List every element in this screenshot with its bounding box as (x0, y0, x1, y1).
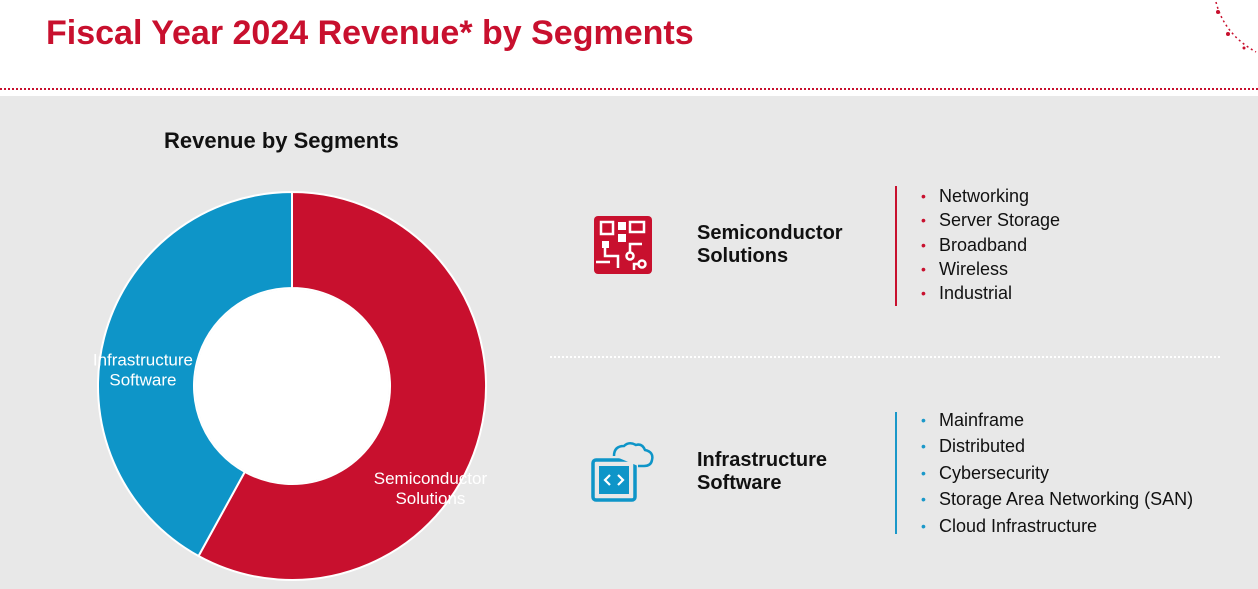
segment-name: Infrastructure Software (697, 449, 827, 495)
list-item: Wireless (919, 257, 1060, 282)
list-item: Mainframe (919, 407, 1193, 434)
donut-slice-semiconductor-solutions (197, 190, 487, 581)
segment-name: Semiconductor Solutions (697, 222, 843, 268)
list-item: Industrial (919, 281, 1060, 306)
list-item: Cloud Infrastructure (919, 513, 1193, 540)
corner-decoration (1215, 1, 1257, 53)
list-item: Distributed (919, 433, 1193, 460)
list-item: Broadband (919, 233, 1060, 258)
segment-name-line: Solutions (697, 245, 789, 267)
segment-item-list: Mainframe Distributed Cybersecurity Stor… (919, 407, 1193, 539)
page-title: Fiscal Year 2024 Revenue* by Segments (46, 14, 694, 52)
donut-label: Semiconductor Solutions (374, 469, 488, 508)
circuit-board-icon (594, 216, 652, 274)
segment-separator (550, 356, 1220, 358)
list-item: Cybersecurity (919, 460, 1193, 487)
donut-hole (195, 289, 389, 483)
donut-label: Infrastructure Software (93, 350, 193, 389)
list-item: Server Storage (919, 208, 1060, 233)
title-divider (0, 88, 1258, 90)
donut-chart: Semiconductor Solutions Infrastructure Soft… (93, 190, 488, 581)
segment-name-line: Infrastructure (697, 449, 828, 471)
list-item: Networking (919, 184, 1060, 209)
donut-slice-infrastructure-software (97, 190, 293, 558)
segment-divider (895, 412, 897, 534)
cloud-code-icon (591, 442, 654, 502)
chart-title: Revenue by Segments (164, 128, 399, 153)
segment-name-line: Semiconductor (697, 222, 843, 244)
segment-name-line: Software (697, 472, 782, 494)
segment-divider (895, 186, 897, 306)
donut-label-line: Infrastructure (93, 350, 193, 369)
donut-label-line: Software (109, 370, 176, 389)
segment-item-list: Networking Server Storage Broadband Wire… (919, 184, 1060, 306)
list-item: Storage Area Networking (SAN) (919, 486, 1193, 513)
donut-label-line: Solutions (395, 489, 465, 508)
donut-label-line: Semiconductor (374, 469, 488, 488)
